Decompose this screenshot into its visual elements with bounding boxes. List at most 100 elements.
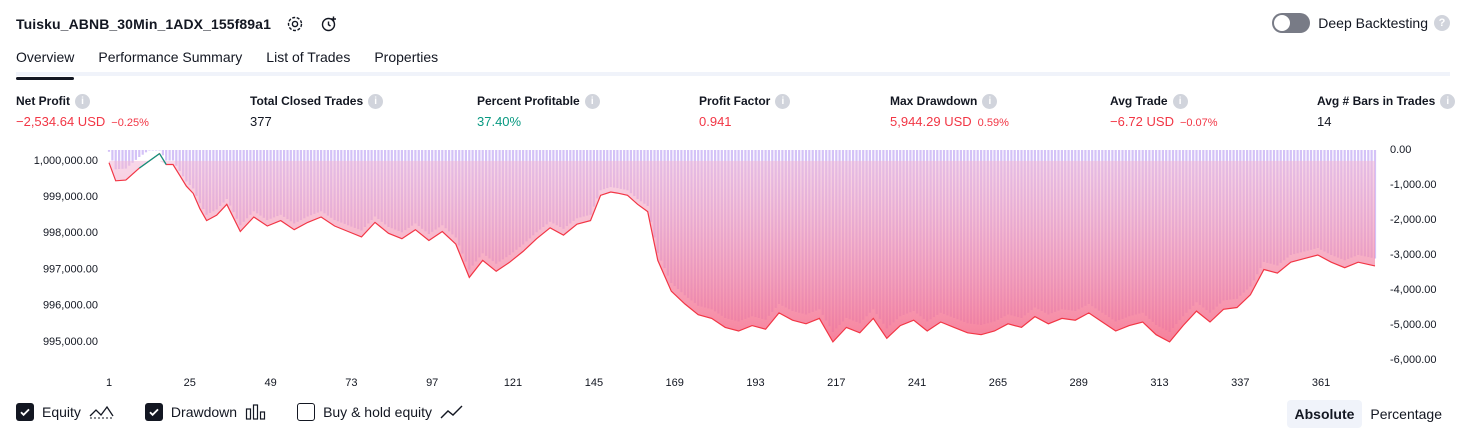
- drawdown-bar: [178, 150, 181, 171]
- drawdown-bar: [171, 150, 175, 161]
- metric-label: Total Closed Trades: [250, 94, 364, 108]
- x-axis-tick: 145: [585, 377, 603, 389]
- metric-avg-trade: Avg Trade i −6.72 USD −0.07%: [1110, 93, 1218, 129]
- drawdown-bar: [141, 150, 144, 155]
- metric-net-profit: Net Profit i −2,534.64 USD −0.25%: [16, 93, 149, 129]
- info-icon[interactable]: i: [368, 93, 384, 109]
- deep-backtesting-toggle[interactable]: [1272, 13, 1311, 33]
- deep-backtesting-label: Deep Backtesting: [1318, 15, 1428, 31]
- metric-percent: −0.07%: [1179, 117, 1218, 129]
- info-icon[interactable]: i: [1172, 93, 1188, 109]
- equity-line-icon: [89, 404, 115, 420]
- info-icon[interactable]: i: [775, 93, 791, 109]
- right-axis-tick: -6,000.00: [1390, 354, 1436, 366]
- right-axis-tick: 0.00: [1390, 144, 1411, 156]
- left-axis-tick: 999,000.00: [43, 191, 98, 203]
- drawdown-bars-icon: [245, 404, 267, 420]
- info-icon[interactable]: i: [1440, 93, 1456, 109]
- buy-hold-checkbox[interactable]: [297, 403, 316, 421]
- buy-hold-line-icon: [440, 404, 464, 420]
- drawdown-bar: [148, 150, 151, 151]
- percentage-button[interactable]: Percentage: [1370, 406, 1442, 422]
- drawdown-bar: [128, 150, 131, 166]
- x-axis-tick: 1: [106, 377, 112, 389]
- info-icon[interactable]: i: [584, 93, 600, 109]
- legend-drawdown[interactable]: Drawdown: [144, 403, 267, 421]
- tab-properties[interactable]: Properties: [374, 49, 439, 65]
- equity-line: [108, 152, 1376, 343]
- x-axis-tick: 313: [1150, 377, 1168, 389]
- equity-positive-segment: [158, 153, 167, 165]
- metric-label: Profit Factor: [699, 94, 771, 108]
- equity-drawdown-chart[interactable]: 1,000,000.00 999,000.00 998,000.00 997,000.…: [0, 140, 1466, 396]
- add-alert-icon[interactable]: [319, 14, 339, 34]
- x-axis-tick: 289: [1070, 377, 1088, 389]
- legend-buy-hold[interactable]: Buy & hold equity: [297, 403, 464, 421]
- right-axis-tick: -2,000.00: [1390, 214, 1436, 226]
- tab-overview[interactable]: Overview: [16, 42, 75, 80]
- info-icon[interactable]: i: [75, 93, 90, 109]
- x-axis-tick: 49: [264, 377, 276, 389]
- x-axis-tick: 97: [426, 377, 438, 389]
- drawdown-checkbox[interactable]: [144, 403, 163, 421]
- metric-label: Avg # Bars in Trades: [1317, 94, 1436, 108]
- tab-performance-summary[interactable]: Performance Summary: [98, 49, 243, 65]
- x-axis-tick: 217: [827, 377, 845, 389]
- x-axis-tick: 265: [989, 377, 1007, 389]
- metric-percent: 0.59%: [977, 117, 1009, 129]
- metric-max-drawdown: Max Drawdown i 5,944.29 USD 0.59%: [890, 93, 1009, 129]
- right-axis-tick: -3,000.00: [1390, 249, 1436, 261]
- metric-avg-bars: Avg # Bars in Trades i 14: [1317, 93, 1456, 129]
- x-axis-tick: 169: [666, 377, 684, 389]
- metric-label: Max Drawdown: [890, 94, 978, 108]
- drawdown-bar: [121, 150, 124, 169]
- metric-label: Percent Profitable: [477, 94, 580, 108]
- right-axis: 0.00 -1,000.00 -2,000.00 -3,000.00 -4,000.00…: [1390, 144, 1436, 366]
- drawdown-bar: [165, 150, 168, 161]
- strategy-title: Tuisku_ABNB_30Min_1ADX_155f89a1: [16, 16, 271, 32]
- metric-value: 37.40%: [477, 114, 522, 129]
- legend-label: Equity: [42, 404, 81, 420]
- settings-icon[interactable]: [285, 14, 305, 34]
- drawdown-bar: [114, 150, 117, 170]
- equity-area-fill: [109, 160, 1375, 342]
- drawdown-bar: [138, 150, 141, 157]
- metric-value: 14: [1317, 114, 1332, 129]
- drawdown-bar: [118, 150, 121, 169]
- equity-checkbox[interactable]: [16, 403, 34, 421]
- x-axis-tick: 361: [1312, 377, 1330, 389]
- x-axis: 1 25 49 73 97 121 145 169 193 217 241 265 289 313 337 3…: [106, 377, 1330, 389]
- metric-value: −2,534.64 USD: [16, 114, 106, 129]
- left-axis-tick: 1,000,000.00: [34, 155, 98, 167]
- equity-positive-segment: [149, 153, 160, 162]
- help-icon[interactable]: ?: [1434, 15, 1450, 31]
- drawdown-bar: [151, 150, 154, 151]
- drawdown-bar: [134, 150, 137, 160]
- metric-value: 5,944.29 USD: [890, 114, 972, 129]
- absolute-button[interactable]: Absolute: [1286, 400, 1363, 428]
- drawdown-bar: [168, 150, 171, 161]
- x-axis-tick: 193: [746, 377, 764, 389]
- chart-legend: Equity Drawdown Buy & hold equity: [16, 403, 494, 421]
- display-mode-switch: Absolute Percentage: [1286, 400, 1451, 428]
- metric-value: −6.72 USD: [1110, 114, 1174, 129]
- drawdown-bar: [111, 150, 114, 161]
- deep-backtesting: Deep Backtesting ?: [1272, 13, 1450, 33]
- metric-profit-factor: Profit Factor i 0.941: [699, 93, 791, 129]
- metric-total-closed-trades: Total Closed Trades i 377: [250, 93, 384, 129]
- drawdown-bar: [155, 150, 158, 151]
- metric-label: Net Profit: [16, 94, 70, 108]
- equity-positive-segment: [138, 160, 150, 169]
- legend-label: Buy & hold equity: [323, 404, 433, 420]
- left-axis-tick: 995,000.00: [43, 336, 98, 348]
- tab-list-of-trades[interactable]: List of Trades: [266, 49, 351, 65]
- drawdown-bar: [107, 150, 111, 152]
- drawdown-bar: [175, 150, 178, 166]
- drawdown-bar: [131, 150, 134, 163]
- left-axis-tick: 996,000.00: [43, 300, 98, 312]
- metric-label: Avg Trade: [1110, 94, 1168, 108]
- legend-equity[interactable]: Equity: [16, 403, 115, 421]
- x-axis-tick: 241: [908, 377, 926, 389]
- info-icon[interactable]: i: [982, 93, 998, 109]
- x-axis-tick: 121: [504, 377, 522, 389]
